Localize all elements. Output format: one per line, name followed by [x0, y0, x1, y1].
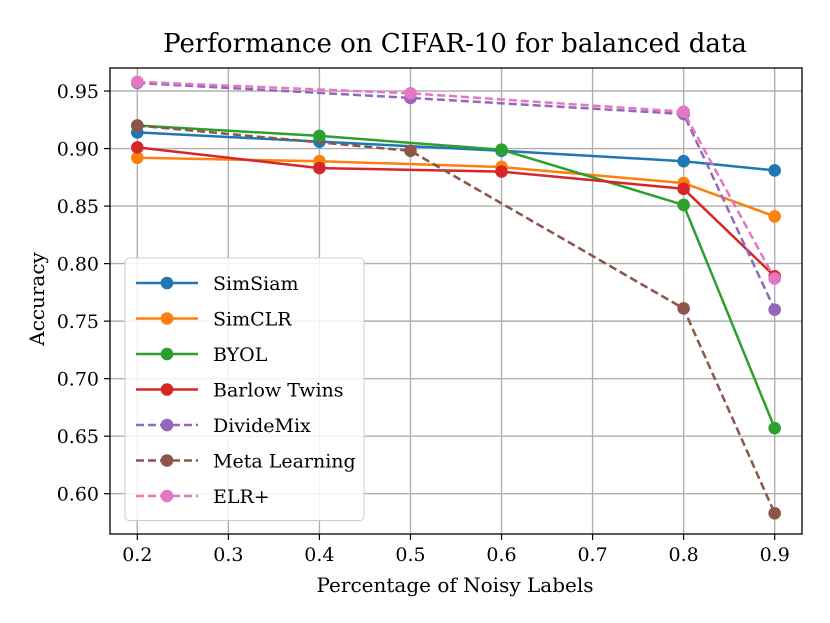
data-point-barlow-twins: [313, 161, 326, 175]
legend-label-dividemix: DivideMix: [213, 415, 311, 437]
x-tick-label: 0.3: [213, 544, 243, 566]
data-point-barlow-twins: [495, 165, 508, 178]
data-point-byol: [768, 421, 781, 435]
y-tick-label: 0.90: [57, 139, 99, 161]
data-point-elr-: [404, 87, 417, 100]
data-point-meta-learning: [404, 144, 417, 158]
legend-label-barlow-twins: Barlow Twins: [213, 380, 344, 402]
x-tick-label: 0.4: [304, 544, 334, 566]
y-tick-label: 0.75: [57, 311, 99, 333]
legend-marker-barlow-twins: [160, 383, 174, 396]
x-tick-label: 0.2: [122, 544, 152, 566]
series-meta-learning: [131, 119, 781, 520]
data-point-simsiam: [768, 164, 781, 177]
y-tick-label: 0.70: [57, 369, 99, 391]
series-elr-: [131, 75, 781, 285]
series-line-meta-learning: [137, 124, 776, 514]
plot-area-frame: [109, 67, 803, 535]
y-tick-label: 0.80: [57, 254, 99, 276]
legend-marker-elr-: [160, 489, 174, 503]
legend-box: [124, 257, 365, 521]
legend-label-meta-learning: Meta Learning: [213, 451, 356, 473]
legend-marker-byol: [160, 347, 174, 361]
data-point-byol: [495, 143, 508, 156]
data-point-simclr: [768, 210, 781, 223]
data-point-byol: [677, 198, 690, 212]
data-point-elr-: [677, 105, 690, 119]
x-tick-label: 0.6: [486, 544, 516, 566]
x-tick-label: 0.7: [577, 544, 607, 566]
data-point-simclr: [131, 151, 144, 165]
data-point-elr-: [131, 75, 144, 89]
y-tick-label: 0.60: [57, 484, 99, 506]
chart-title: Performance on CIFAR-10 for balanced dat…: [163, 29, 747, 59]
data-point-dividemix: [768, 303, 781, 316]
legend-label-byol: BYOL: [213, 344, 268, 366]
y-tick-label: 0.95: [57, 81, 99, 103]
y-axis-label: Accuracy: [25, 251, 49, 346]
axis-ticks: 0.2 0.3 0.4 0.5 0.6 0.7 0.8 0.9 0.60 0.65 0.70 0.75…: [57, 81, 790, 566]
x-axis-label: Percentage of Noisy Labels: [317, 573, 594, 597]
data-point-meta-learning: [768, 506, 781, 520]
data-point-barlow-twins: [131, 141, 144, 154]
data-point-byol: [313, 129, 326, 143]
y-tick-label: 0.85: [57, 196, 99, 218]
legend-marker-simclr: [160, 312, 174, 325]
legend-marker-meta-learning: [160, 454, 174, 467]
x-tick-label: 0.5: [395, 544, 425, 566]
x-tick-label: 0.8: [669, 544, 699, 566]
series-line-dividemix: [137, 81, 776, 311]
legend: SimSiam SimCLR BYOL Barlow Twins DivideMix Me…: [124, 257, 365, 521]
legend-label-simclr: SimCLR: [213, 309, 292, 331]
legend-marker-simsiam: [160, 276, 174, 290]
data-point-elr-: [768, 272, 781, 285]
data-point-simsiam: [677, 154, 690, 168]
data-point-barlow-twins: [677, 182, 690, 196]
series-line-elr-: [137, 80, 776, 280]
legend-label-simsiam: SimSiam: [213, 273, 299, 295]
legend-marker-dividemix: [160, 418, 174, 432]
y-tick-label: 0.65: [57, 426, 99, 448]
data-point-meta-learning: [131, 119, 144, 132]
legend-label-elr-: ELR+: [213, 486, 270, 508]
data-point-meta-learning: [677, 302, 690, 315]
x-tick-label: 0.9: [760, 544, 790, 566]
series-lines: [131, 75, 781, 520]
